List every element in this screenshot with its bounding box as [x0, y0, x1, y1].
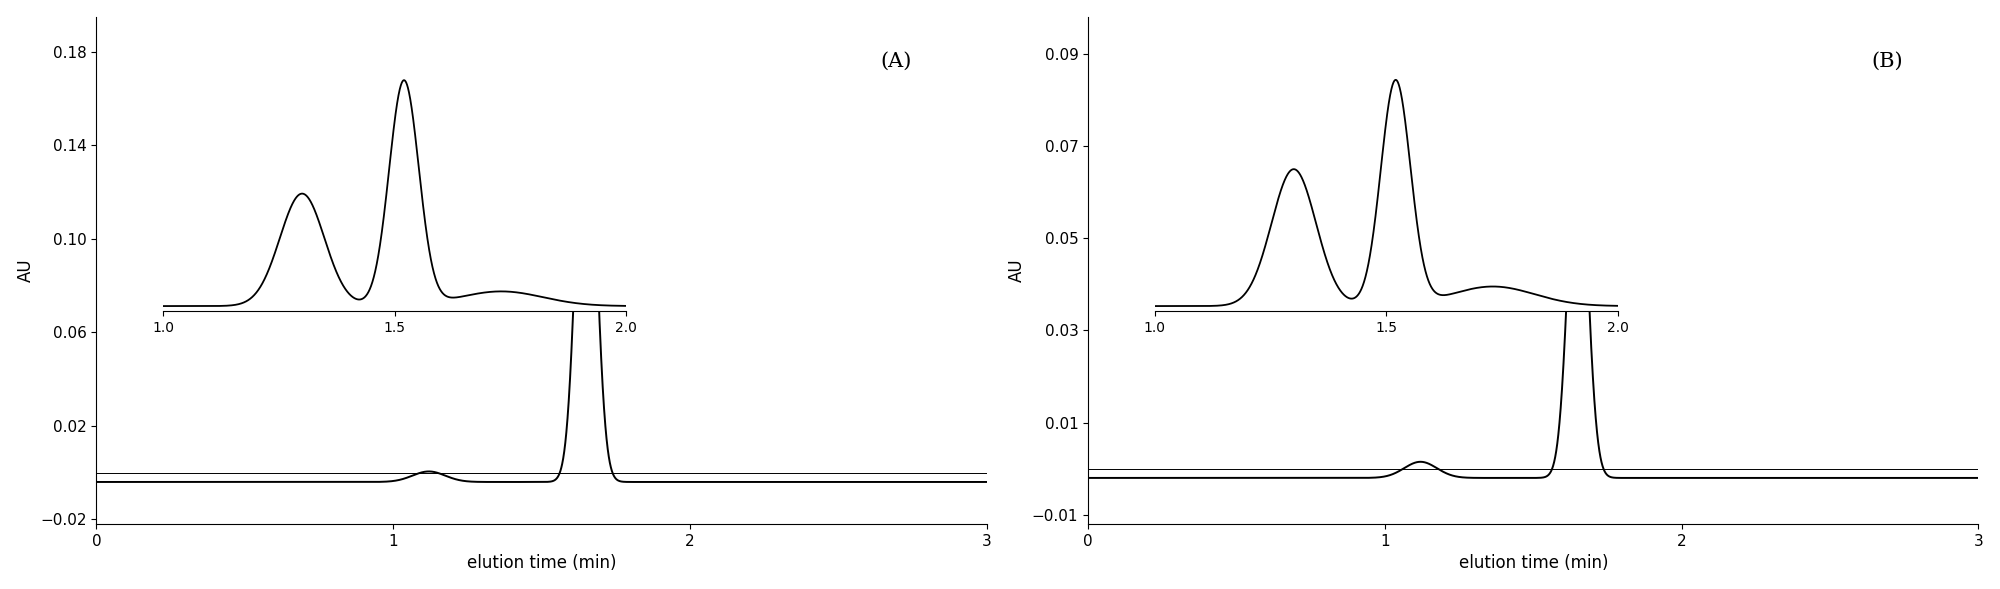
- Y-axis label: AU: AU: [16, 259, 34, 282]
- Y-axis label: AU: AU: [1008, 259, 1026, 282]
- X-axis label: elution time (min): elution time (min): [466, 554, 616, 573]
- X-axis label: elution time (min): elution time (min): [1458, 554, 1608, 573]
- Text: (B): (B): [1872, 52, 1904, 71]
- Text: (A): (A): [880, 52, 912, 71]
